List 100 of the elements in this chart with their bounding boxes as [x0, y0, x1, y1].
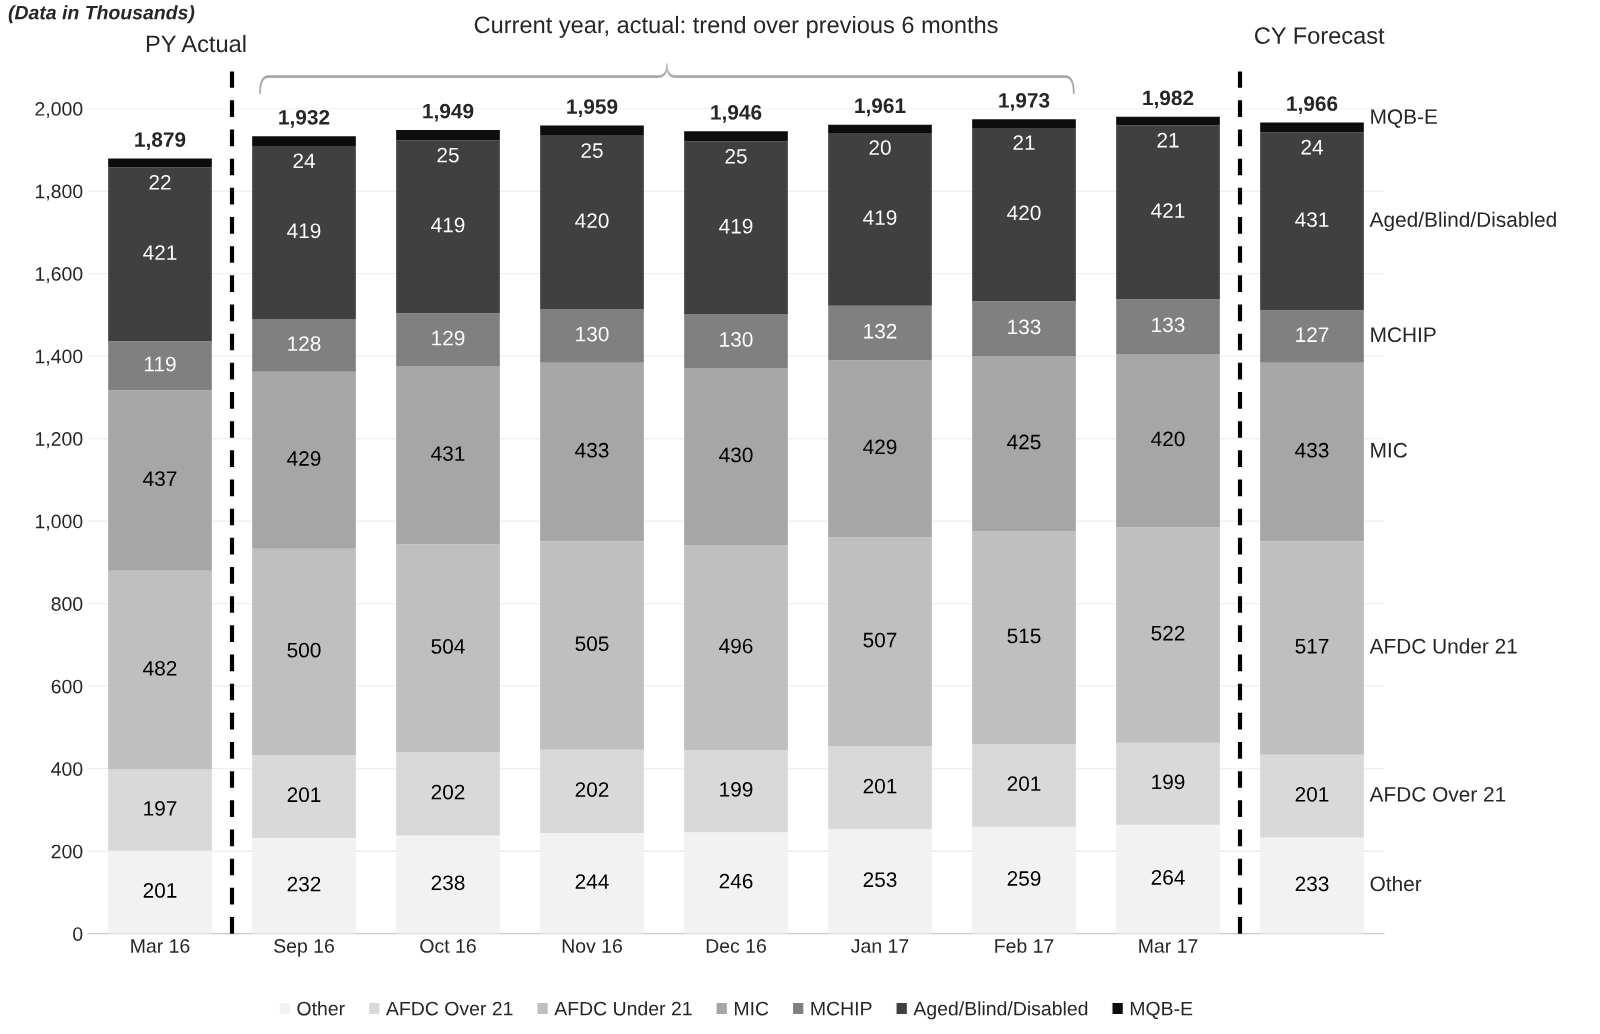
bar: [540, 309, 644, 363]
text: PY Actual: [146, 34, 246, 53]
bar: [828, 360, 932, 538]
data-label: 238: [431, 875, 465, 891]
data-label: 202: [575, 782, 609, 797]
bar: [972, 531, 1076, 744]
total-label: 1,949: [423, 103, 474, 122]
bar: [252, 548, 356, 756]
data-label: 199: [720, 782, 753, 797]
data-label: 129: [432, 330, 465, 346]
data-label: 128: [288, 336, 321, 351]
data-label: 133: [1152, 317, 1185, 333]
bar: [1116, 125, 1220, 300]
data-label: 24: [1301, 139, 1323, 155]
total-label: 1,879: [135, 132, 186, 150]
data-label: 201: [143, 883, 177, 898]
y-tick-label: 400: [51, 762, 83, 776]
data-label: 515: [1007, 628, 1041, 644]
text: (Data in Thousands): [8, 5, 195, 24]
bar: [396, 752, 500, 836]
data-label: 199: [1152, 774, 1185, 790]
data-label: 201: [1007, 776, 1041, 791]
text: CY Forecast: [1255, 27, 1385, 44]
bar: [1260, 310, 1364, 363]
bar: [1116, 116, 1220, 126]
y-tick-label: 1,000: [35, 514, 83, 531]
bar: [684, 545, 788, 751]
bar: [1260, 362, 1364, 542]
legend-label: AFDC Under 21: [554, 1001, 692, 1016]
data-label: 420: [1007, 205, 1041, 221]
bar: [684, 141, 788, 315]
bar: [1260, 122, 1364, 133]
data-label: 127: [1296, 327, 1329, 342]
bar: [252, 146, 356, 319]
text: Current year, actual: trend over previous 6 months: [474, 15, 998, 38]
data-label: 507: [863, 632, 897, 648]
y-tick-label: 2,000: [35, 102, 83, 119]
y-tick-label: 0: [73, 927, 83, 941]
legend-label: MCHIP: [811, 1001, 872, 1016]
y-tick-label: 600: [51, 679, 83, 694]
bar: [396, 313, 500, 367]
bar: [828, 537, 932, 747]
bar: [108, 570, 212, 770]
y-tick-label: 1,200: [35, 432, 83, 449]
data-label: 119: [144, 356, 176, 372]
data-label: 504: [431, 639, 465, 654]
bar: [1116, 354, 1220, 528]
bar: [108, 769, 212, 851]
bar: [828, 305, 932, 361]
data-label: 425: [1007, 434, 1041, 450]
data-label: 433: [1295, 442, 1329, 458]
bar: [828, 124, 932, 133]
data-label: 505: [575, 636, 609, 652]
bar: [252, 371, 356, 549]
bar: [972, 119, 1076, 128]
data-label: 421: [143, 245, 177, 260]
data-label: 433: [575, 442, 609, 458]
bar: [972, 127, 1076, 302]
data-label: 201: [287, 787, 321, 803]
data-label: 201: [1295, 786, 1329, 802]
text: Other: [1370, 875, 1422, 892]
data-label: 244: [575, 874, 609, 889]
legend-label: MIC: [735, 1001, 769, 1016]
bar: [1116, 527, 1220, 743]
legend-label: Other: [297, 1001, 345, 1016]
data-label: 500: [287, 642, 321, 658]
bar: [252, 318, 356, 372]
bar: [540, 541, 644, 750]
data-label: 437: [143, 471, 177, 487]
bar: [828, 132, 932, 306]
bar: [828, 746, 932, 830]
bar: [1116, 742, 1220, 825]
data-label: 132: [864, 323, 897, 339]
data-label: 21: [1013, 135, 1035, 150]
data-label: 25: [437, 147, 459, 163]
data-label: 259: [1007, 871, 1041, 886]
data-label: 482: [143, 660, 177, 676]
data-label: 431: [431, 446, 465, 461]
text: AFDC Under 21: [1369, 638, 1517, 654]
bar: [396, 544, 500, 753]
data-label: 22: [149, 174, 171, 190]
bar: [972, 743, 1076, 827]
total-label: 1,966: [1287, 96, 1338, 115]
total-label: 1,932: [279, 109, 330, 128]
legend-label: MQB-E: [1130, 1001, 1193, 1019]
x-tick-label: Feb 17: [995, 938, 1054, 953]
x-tick-label: Mar 17: [1139, 939, 1198, 953]
legend-label: AFDC Over 21: [385, 1001, 513, 1016]
bar: [540, 135, 644, 310]
data-label: 522: [1151, 625, 1185, 641]
data-label: 233: [1295, 876, 1329, 892]
total-label: 1,982: [1143, 90, 1194, 109]
data-label: 264: [1151, 870, 1185, 885]
y-tick-label: 1,400: [35, 349, 83, 366]
data-label: 431: [1295, 212, 1329, 227]
data-label: 419: [863, 210, 897, 225]
data-label: 246: [719, 873, 753, 889]
bar: [1260, 541, 1364, 755]
data-label: 202: [431, 784, 465, 800]
data-label: 421: [1151, 203, 1185, 218]
